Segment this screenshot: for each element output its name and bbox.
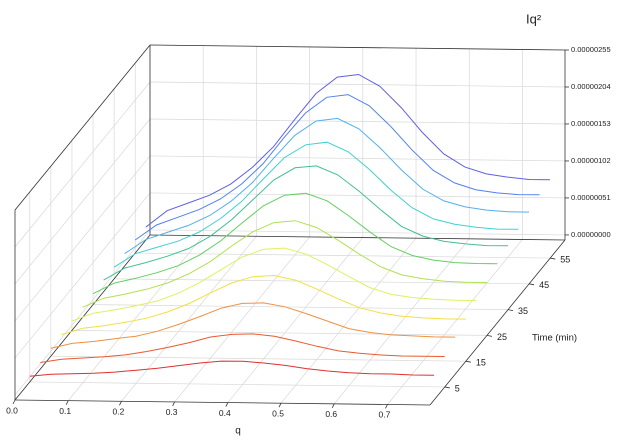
series-line [134,94,540,241]
axis-line [14,399,431,406]
z-tick-label: 25 [497,332,507,342]
x-tick-label: 0.3 [166,407,178,417]
y-axis-label: Iq² [526,11,542,26]
grid-line [71,330,487,336]
grid-line [14,118,151,285]
y-tick-label: 0.00000051 [571,193,611,202]
grid-line [135,252,551,259]
series-line [29,360,435,377]
y-tick-label: 0.00000255 [571,45,611,54]
grid-line [149,192,566,199]
x-tick-label: 0.0 [6,405,18,415]
series-line [61,274,466,336]
grid-line [121,236,257,402]
grid-line [280,237,417,404]
tick-mark [331,403,335,409]
grid-line [67,235,204,401]
grid-line [93,304,509,310]
grid-line [14,81,151,248]
series-line [113,141,519,268]
tick-mark [172,401,175,407]
z-tick-label: 35 [518,306,528,316]
grid-line [149,155,566,162]
tick-mark [385,404,388,409]
series-line [124,117,530,255]
y-tick-label: 0.00000102 [571,156,611,165]
grid-line [14,229,151,396]
axis-line [429,239,566,406]
grid-line [387,239,523,405]
x-tick-label: 0.6 [325,409,337,419]
labels: 0.0 0.1 0.2 0.3 0.4 0.5 0.6 0.7 5 15 25 35 45 55 0.000… [6,45,611,420]
grid-line [333,238,470,405]
grid-line [149,81,566,88]
tick-mark [465,360,471,363]
tick-mark [507,309,514,312]
frame [12,44,569,409]
tick-mark [444,386,450,389]
grid-line [29,381,445,388]
series-line [40,333,445,363]
series-line [71,247,477,322]
tick-mark [529,283,535,286]
tick-mark [278,403,282,408]
series-line [103,165,509,281]
grid-line [149,229,566,236]
grid-line [14,155,151,322]
grid [14,44,566,405]
grid-line [174,236,310,403]
axis-line [149,44,566,51]
x-tick-label: 0.1 [59,406,71,416]
grid-line [14,192,151,359]
z-tick-label: 15 [476,358,486,368]
tick-mark [119,401,122,406]
z-tick-label: 55 [560,254,570,264]
x-tick-label: 0.5 [272,408,284,418]
grid-line [227,237,364,403]
tick-mark [550,257,556,260]
grid-line [114,278,530,285]
y-tick-label: 0.00000000 [571,230,611,239]
series-line [50,302,456,349]
series-line [145,73,551,228]
series-line [82,220,487,308]
x-axis-label: q [235,426,241,437]
grid-line [149,118,566,125]
tick-mark [12,399,16,405]
x-tick-label: 0.4 [219,408,231,418]
x-tick-label: 0.2 [112,407,124,417]
tick-mark [225,402,229,407]
tick-mark [486,334,493,337]
y-tick-label: 0.00000153 [571,119,611,128]
z-axis-label: Time (min) [532,333,577,344]
tick-mark [65,400,69,405]
z-tick-label: 5 [455,383,460,393]
series-line [92,192,498,295]
y-tick-label: 0.00000204 [571,82,611,91]
grid-line [50,355,466,362]
z-tick-label: 45 [539,280,549,290]
axis-line [14,44,151,211]
x-tick-label: 0.7 [379,410,391,420]
axis-line [149,234,566,241]
plot-area [29,73,551,377]
